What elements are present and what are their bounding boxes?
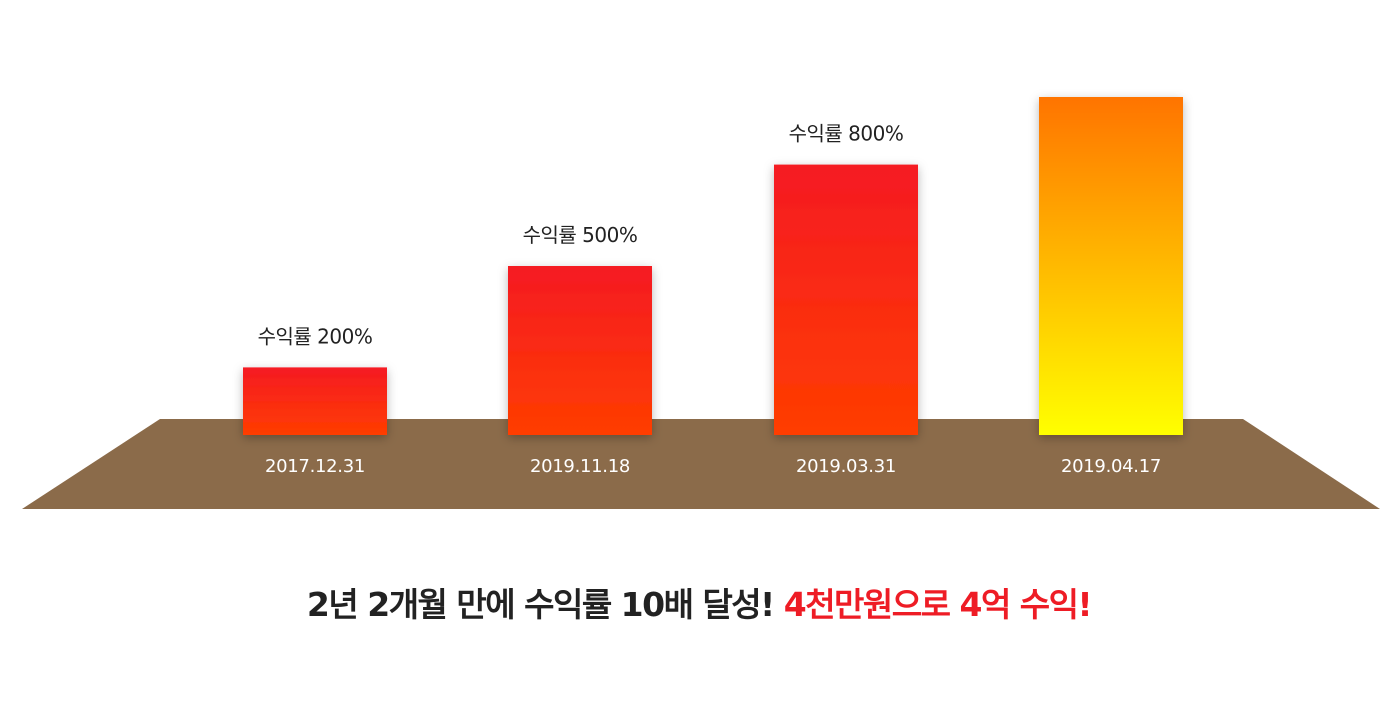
category-label: 2019.11.18 — [530, 456, 630, 477]
bar-2019.03.31 — [774, 164, 918, 435]
bar-value-label: 수익률 500% — [523, 223, 638, 247]
bar-2019.04.17 — [1039, 97, 1183, 435]
bar-2017.12.31 — [243, 367, 387, 435]
bar-value-label: 수익률 800% — [789, 122, 904, 146]
bar-2019.11.18 — [508, 266, 652, 435]
category-label: 2019.04.17 — [1061, 456, 1161, 477]
headline-main: 2년 2개월 만에 수익률 10배 달성! — [306, 585, 775, 624]
bar-value-label: 수익률 200% — [258, 324, 373, 348]
headline-highlight: 4천만원으로 4억 수익! — [783, 585, 1093, 624]
category-label: 2017.12.31 — [265, 456, 365, 477]
category-label: 2019.03.31 — [796, 456, 896, 477]
chart-floor — [22, 419, 1380, 509]
headline: 2년 2개월 만에 수익률 10배 달성! 4천만원으로 4억 수익! — [0, 578, 1398, 626]
